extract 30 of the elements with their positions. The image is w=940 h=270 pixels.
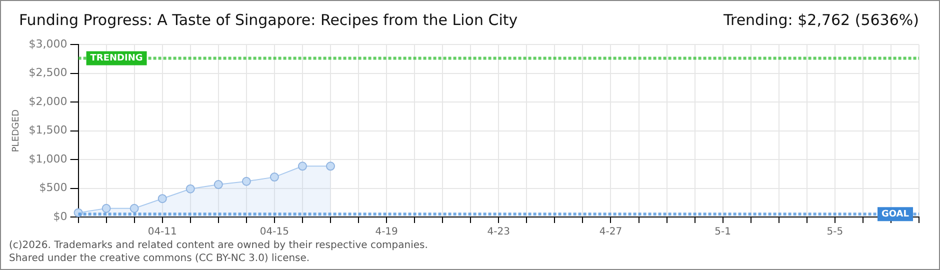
x-tick-label: 4-19	[375, 226, 398, 238]
y-tick-label: $2,500	[28, 66, 68, 80]
point	[270, 172, 279, 182]
point	[242, 176, 251, 186]
point	[298, 162, 307, 171]
chart-title: Funding Progress: A Taste of Singapore: Recipes from the Lion City	[19, 11, 518, 29]
text: Shared under the creative commons (CC BY-NC 3.0) license.	[9, 252, 311, 265]
y-tick-label: $0	[53, 210, 68, 223]
y-tick-label: $3,000	[28, 37, 68, 50]
y-tick-label: $2,000	[28, 94, 68, 108]
x-tick-label: 5-5	[826, 226, 844, 238]
ref-line-label: TRENDING	[90, 54, 143, 64]
x-tick-label: 5-1	[714, 226, 732, 238]
point	[186, 184, 195, 194]
y-axis-title: PLEDGED	[12, 109, 22, 152]
point	[326, 162, 336, 171]
x-tick-label: 04-15	[260, 226, 289, 238]
x-tick-label: 4-27	[599, 226, 622, 238]
point	[102, 204, 111, 213]
chart-subtitle: Trending: $2,762 (5636%)	[724, 11, 919, 29]
y-tick-label: $500	[39, 181, 68, 194]
text: (c)2026. Trademarks and related content are owned by their respective companies.	[9, 239, 428, 252]
x-tick-label: 4-23	[487, 226, 510, 238]
x-tick-label: 04-11	[148, 226, 177, 238]
point	[214, 180, 223, 190]
point	[130, 204, 139, 213]
y-tick-label: $1,000	[28, 152, 68, 166]
ref-line-label: GOAL	[882, 210, 910, 220]
y-tick-label: $1,500	[28, 124, 68, 137]
point	[158, 194, 167, 204]
